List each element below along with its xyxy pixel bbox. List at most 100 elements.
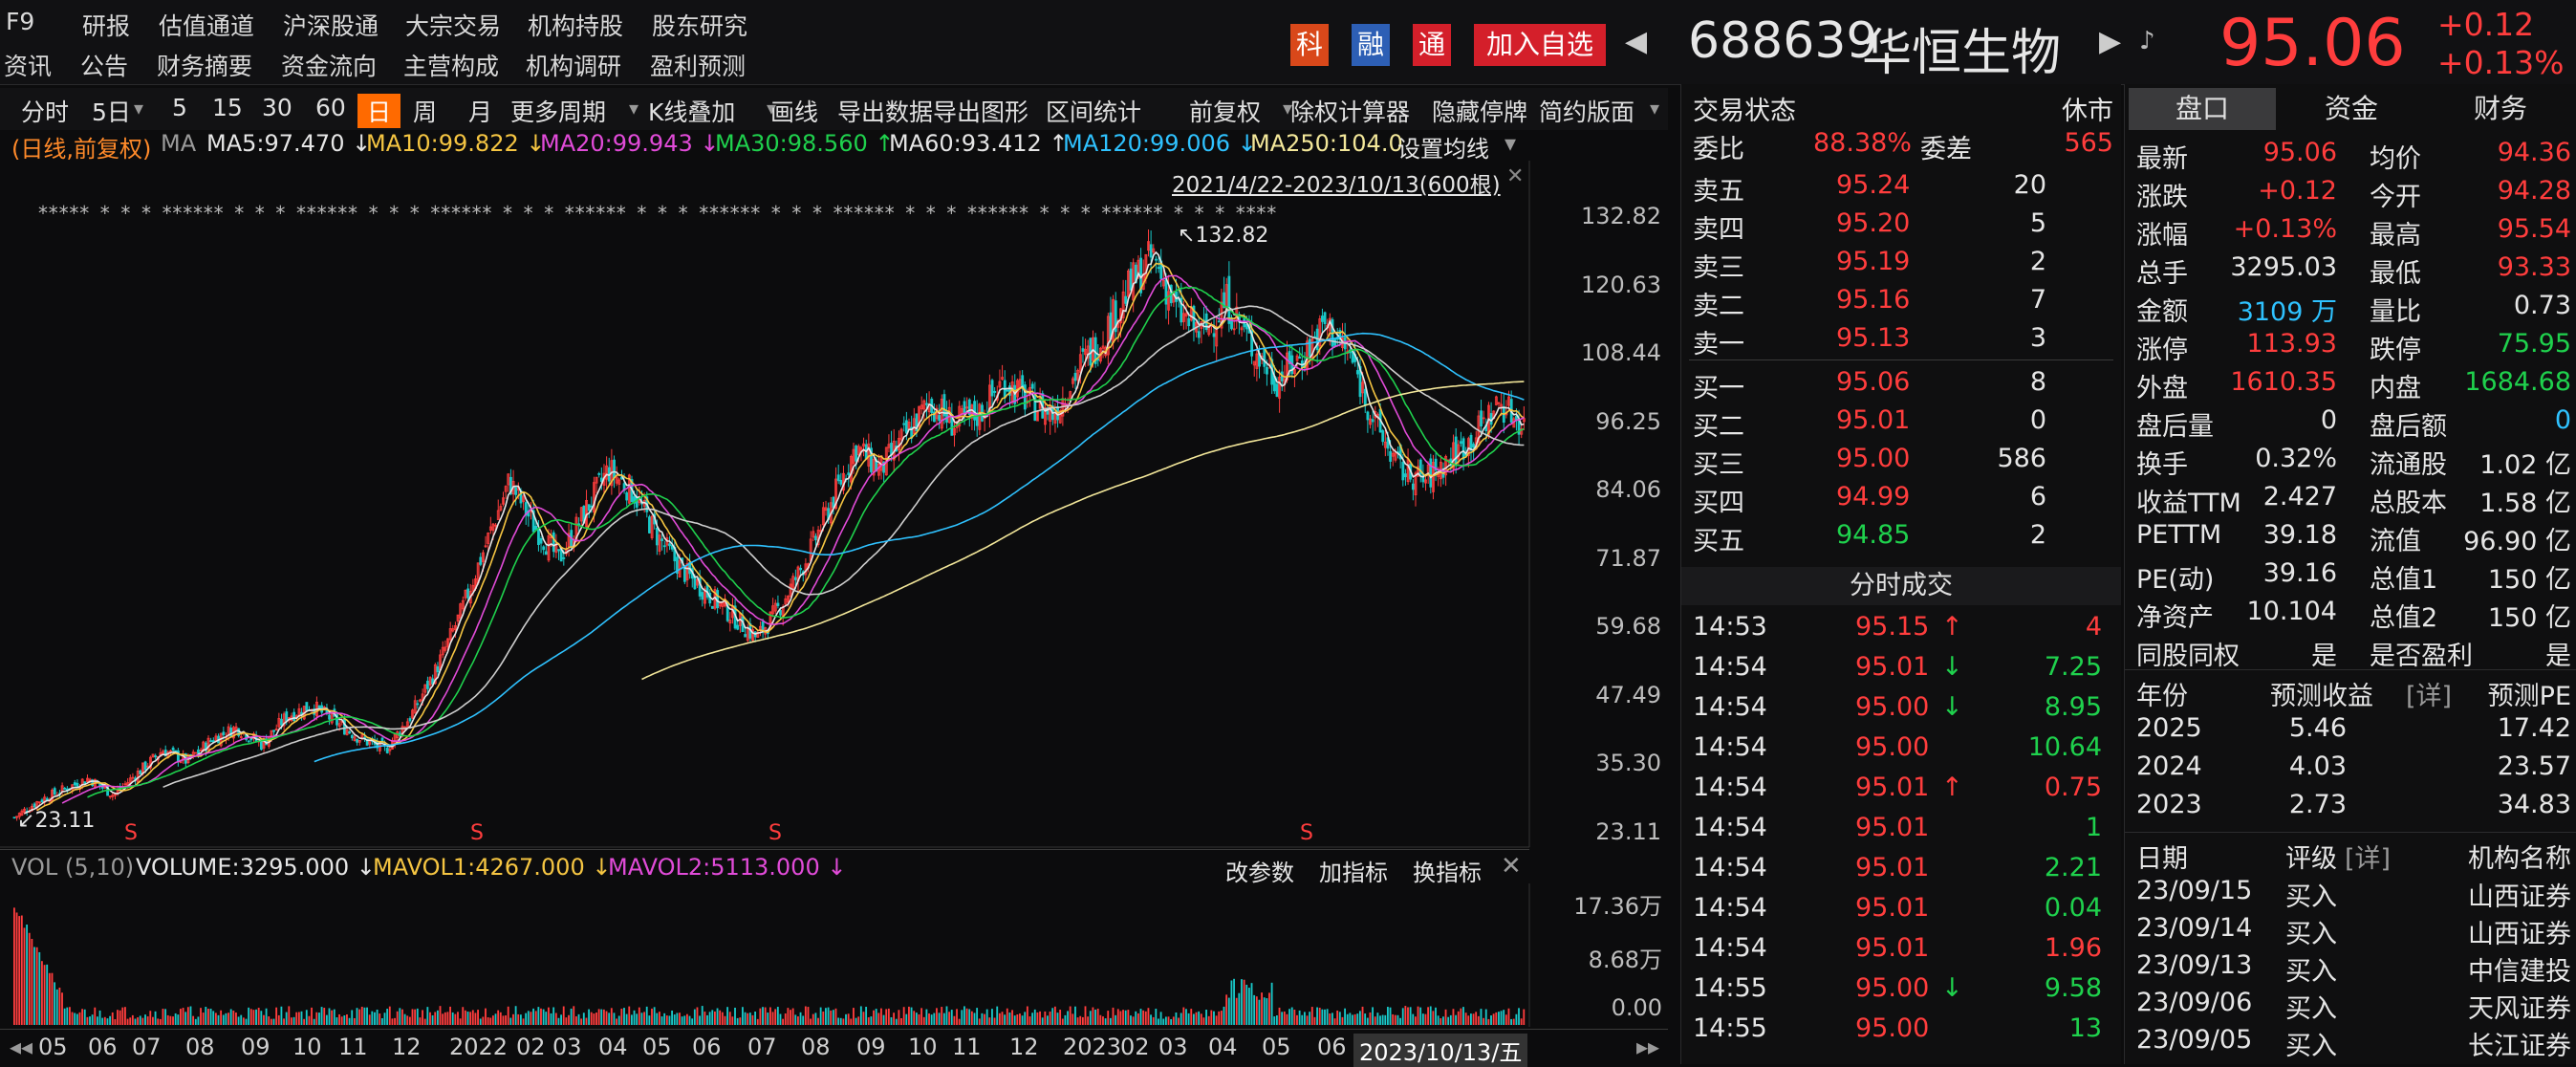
add-watchlist-button[interactable]: 加入自选 [1474,24,1606,66]
toolbar-item[interactable]: 简约版面 [1539,98,1635,126]
volume-legend: VOL (5,10) VOLUME:3295.000 ↓ MAVOL1:4267… [0,849,1529,886]
toolbar-item[interactable]: 分时 [21,98,70,126]
bid-row[interactable]: 买三 95.00 586 [1693,444,2113,482]
toolbar-item[interactable]: 导出数据 [837,98,934,126]
nav-top-item[interactable]: 机构持股 [528,12,624,40]
toolbar-item[interactable]: 60 [315,94,346,121]
bell-icon[interactable]: ♪ [2139,27,2155,55]
nav-bottom-item[interactable]: 资金流向 [281,53,378,80]
dropdown-icon[interactable]: ▾ [767,97,777,120]
ask-row[interactable]: 卖四 95.20 5 [1693,208,2113,247]
volume-bar [942,1013,945,1025]
candle-body [814,535,817,541]
nav-top-item[interactable]: 沪深股通 [283,12,379,40]
edit-params-button[interactable]: 改参数 [1225,860,1294,886]
nav-top-item[interactable]: F9 [6,8,35,35]
bid-row[interactable]: 买二 95.01 0 [1693,405,2113,444]
scroll-left-icon[interactable]: ◂◂ [10,1034,33,1060]
nav-top-item[interactable]: 股东研究 [652,12,748,40]
nav-bottom-item[interactable]: 公告 [80,53,129,80]
ask-row[interactable]: 卖一 95.13 3 [1693,323,2113,361]
volume-bar [693,1009,696,1025]
bid-row[interactable]: 买四 94.99 6 [1693,482,2113,520]
toolbar-item[interactable]: 隐藏停牌 [1432,98,1528,126]
nav-bottom-item[interactable]: 财务摘要 [157,53,253,80]
add-indicator-button[interactable]: 加指标 [1319,860,1388,886]
nav-bottom-item[interactable]: 盈利预测 [650,53,747,80]
toolbar-item[interactable]: 画线 [770,98,819,126]
toolbar-item[interactable]: 区间统计 [1046,98,1142,126]
rating-row[interactable]: 23/09/15 买入 山西证券 [2136,876,2571,913]
ma-label[interactable]: MA [161,130,197,157]
nav-bottom-item[interactable]: 资讯 [4,53,53,80]
rating-row[interactable]: 23/09/06 买入 天风证券 [2136,988,2571,1025]
tab-pankou[interactable]: 盘口 [2129,88,2276,130]
toolbar-item[interactable]: 月 [468,98,493,126]
nav-top-item[interactable]: 大宗交易 [405,12,502,40]
toolbar-item[interactable]: 周 [413,98,438,126]
nav-top-item[interactable]: 估值通道 [159,12,255,40]
toolbar-item[interactable]: 15 [212,94,243,121]
forecast-detail-link[interactable]: [详] [2406,682,2453,711]
nav-bottom-item[interactable]: 机构调研 [526,53,622,80]
volume-bar [1263,997,1266,1025]
badge-connect[interactable]: 通 [1413,24,1451,66]
ask-row[interactable]: 卖二 95.16 7 [1693,285,2113,323]
toolbar-item[interactable]: 30 [262,94,292,121]
kline-chart[interactable]: * * * * * * * * * * * * * * * * * * * * * * * * * * * * * * * * * * * * * * * *… [0,161,1668,849]
toolbar-item[interactable]: 5日 [92,98,131,126]
dropdown-icon[interactable]: ▾ [1650,97,1660,120]
scroll-right-icon[interactable]: ▸▸ [1636,1034,1660,1060]
toolbar-item[interactable]: 导出图形 [933,98,1029,126]
bid-row[interactable]: 买五 94.85 2 [1693,520,2113,558]
bid-row[interactable]: 买一 95.06 8 [1693,367,2113,405]
rating-row[interactable]: 23/09/13 买入 中信建投 [2136,950,2571,988]
candle-body [965,406,969,409]
price-tick-label: 47.49 [1595,681,1661,708]
volume-bar [1452,1009,1455,1025]
candle-body [1298,357,1302,359]
volume-bar [260,1011,263,1025]
tab-finance[interactable]: 财务 [2473,93,2527,124]
close-icon[interactable]: ✕ [1501,852,1522,881]
prev-stock-icon[interactable]: ◀ [1625,25,1648,58]
event-marker: * [204,202,213,225]
candle-body [1167,291,1171,311]
volume-bar [651,1008,653,1025]
dividend-marker: S [1300,821,1313,845]
nav-top-item[interactable]: 研报 [82,12,131,40]
toolbar-item[interactable]: 日 [357,94,401,128]
tab-capital[interactable]: 资金 [2324,93,2378,124]
tick-price: 95.01 [1855,893,1930,923]
toolbar-item[interactable]: K线叠加 [648,98,736,126]
ask-row[interactable]: 卖五 95.24 20 [1693,170,2113,208]
volume-bar [89,1016,91,1025]
candle-body [537,528,540,546]
badge-margin[interactable]: 融 [1352,24,1390,66]
dropdown-icon[interactable]: ▾ [134,97,144,120]
toolbar-item[interactable]: 除权计算器 [1290,98,1411,126]
badge-kechuang[interactable]: 科 [1290,24,1329,66]
rating-row[interactable]: 23/09/05 买入 长江证券 [2136,1025,2571,1062]
ask-row[interactable]: 卖三 95.19 2 [1693,247,2113,285]
toolbar-item[interactable]: 更多周期 [510,98,607,126]
rating-row[interactable]: 23/09/14 买入 山西证券 [2136,913,2571,950]
volume-bar [525,1013,528,1025]
price-tick-label: 35.30 [1595,750,1661,777]
rating-detail-link[interactable]: [详] [2345,844,2392,874]
volume-chart[interactable]: 17.36万 8.68万 0.00 [0,883,1668,1027]
next-stock-icon[interactable]: ▶ [2099,25,2122,58]
pin-icon[interactable]: ✕ [1506,164,1525,188]
switch-indicator-button[interactable]: 换指标 [1413,860,1482,886]
dropdown-icon[interactable]: ▾ [1504,130,1517,157]
dropdown-icon[interactable]: ▾ [1283,97,1293,120]
dropdown-icon[interactable]: ▾ [629,97,639,120]
rating-date: 23/09/06 [2136,988,2253,1017]
nav-bottom-item[interactable]: 主营构成 [403,53,500,80]
event-marker: * [1266,202,1276,225]
date-tick-label: 2023 [1063,1034,1122,1060]
toolbar-item[interactable]: 前复权 [1189,98,1262,126]
set-ma-button[interactable]: 设置均线 [1397,136,1489,163]
volume-bar [1484,1009,1487,1025]
toolbar-item[interactable]: 5 [172,94,187,121]
